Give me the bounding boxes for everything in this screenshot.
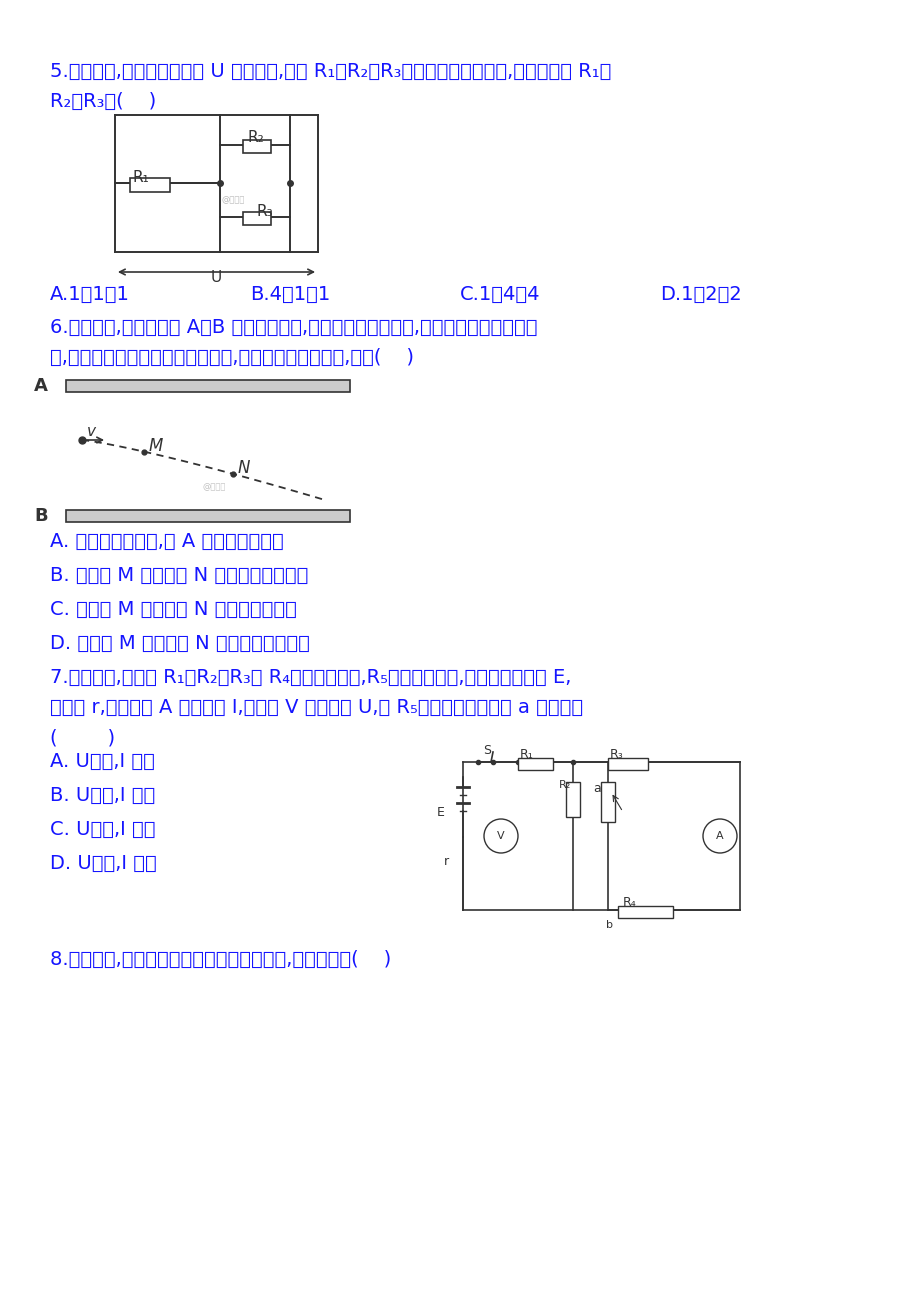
Text: (        ): ( ) (50, 728, 115, 747)
Text: A. 若微粒带正电荷,则 A 板一定带正电荷: A. 若微粒带正电荷,则 A 板一定带正电荷 (50, 533, 283, 551)
Text: R₄: R₄ (622, 896, 636, 909)
Text: D. 微粒从 M 点运动到 N 点机械能一定增加: D. 微粒从 M 点运动到 N 点机械能一定增加 (50, 634, 310, 654)
Circle shape (702, 819, 736, 853)
Text: C. 微粒从 M 点运动到 N 点动能一定增加: C. 微粒从 M 点运动到 N 点动能一定增加 (50, 600, 297, 618)
Text: A: A (34, 378, 48, 395)
Text: @正确云: @正确云 (221, 195, 245, 204)
Text: R₂: R₂ (559, 780, 571, 790)
Bar (607, 758, 647, 769)
Bar (600, 783, 614, 822)
Bar (243, 141, 271, 154)
Text: B.4：1：1: B.4：1：1 (250, 285, 330, 303)
Text: R₃: R₃ (256, 204, 273, 219)
Text: N: N (237, 458, 250, 477)
Circle shape (483, 819, 517, 853)
Text: U: U (210, 270, 221, 285)
Text: 5.如图所示,电路两端的电压 U 保持不变,电阻 R₁、R₂、R₃消耗的电功率一样大,则电阻之比 R₁：: 5.如图所示,电路两端的电压 U 保持不变,电阻 R₁、R₂、R₃消耗的电功率一… (50, 62, 611, 81)
Text: R₁: R₁ (519, 749, 533, 760)
Text: r: r (443, 855, 448, 868)
Text: C.1：4：4: C.1：4：4 (460, 285, 540, 303)
Text: D. U变大,I 变小: D. U变大,I 变小 (50, 854, 156, 874)
Text: B. 微粒从 M 点运动到 N 点电势能一定增加: B. 微粒从 M 点运动到 N 点电势能一定增加 (50, 566, 308, 585)
Text: B. U变小,I 变小: B. U变小,I 变小 (50, 786, 155, 805)
Text: 6.如图所示,平行金属板 A、B 水平正对放置,分别带等量异号电荷,一带电微粒水平射入板: 6.如图所示,平行金属板 A、B 水平正对放置,分别带等量异号电荷,一带电微粒水… (50, 318, 537, 337)
Bar (517, 758, 552, 769)
Text: 7.如图所示,电路中 R₁、R₂、R₃和 R₄皆为定值电阻,R₅为滑动变电阻,电源的电动势为 E,: 7.如图所示,电路中 R₁、R₂、R₃和 R₄皆为定值电阻,R₅为滑动变电阻,电… (50, 668, 571, 687)
Bar (130, 178, 170, 191)
Text: B: B (34, 506, 48, 525)
Text: C. U变大,I 变大: C. U变大,I 变大 (50, 820, 155, 838)
Text: V: V (496, 831, 505, 841)
Text: R₃: R₃ (609, 749, 623, 760)
Text: A.1：1：1: A.1：1：1 (50, 285, 130, 303)
Text: D.1：2：2: D.1：2：2 (659, 285, 741, 303)
Bar (66, 510, 349, 522)
Text: 内阻为 r,设电流表 A 的读数为 I,电压表 V 的读数为 U,当 R₅的滑动触点向图中 a 端移动时: 内阻为 r,设电流表 A 的读数为 I,电压表 V 的读数为 U,当 R₅的滑动… (50, 698, 583, 717)
Text: E: E (437, 806, 445, 819)
Bar (618, 906, 673, 918)
Text: R₂: R₂ (248, 130, 265, 145)
Bar (66, 380, 349, 392)
Text: S: S (482, 743, 491, 756)
Text: A. U变小,I 变大: A. U变小,I 变大 (50, 753, 154, 771)
Text: a: a (593, 783, 600, 796)
Text: b: b (606, 921, 612, 930)
Text: 间,在重力和电场力共同作用下运动,轨迹如图中虚线所示,那么(    ): 间,在重力和电场力共同作用下运动,轨迹如图中虚线所示,那么( ) (50, 348, 414, 367)
Text: v: v (87, 424, 96, 439)
Bar (243, 212, 271, 225)
Text: A: A (715, 831, 723, 841)
Text: @正确云: @正确云 (202, 482, 226, 491)
Text: R₁: R₁ (133, 171, 150, 185)
Bar (565, 783, 579, 816)
Text: M: M (148, 436, 163, 454)
Text: 8.如图所示,为某一金属导体的伏安特性曲线,由图象可知(    ): 8.如图所示,为某一金属导体的伏安特性曲线,由图象可知( ) (50, 950, 391, 969)
Text: R₂：R₃是(    ): R₂：R₃是( ) (50, 92, 156, 111)
